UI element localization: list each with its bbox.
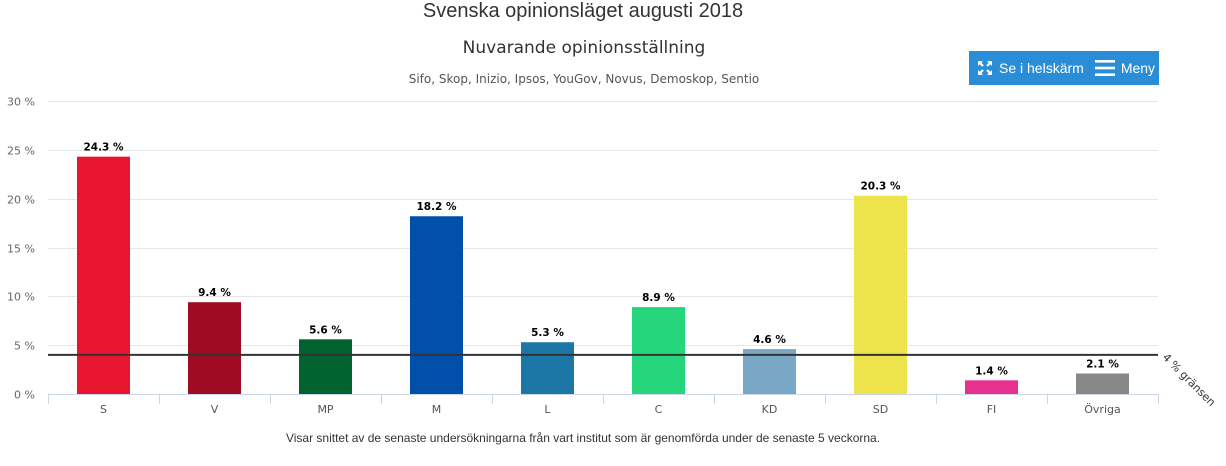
y-tick-label: 20 % <box>7 194 35 207</box>
expand-arrows-icon <box>977 60 993 76</box>
data-label: 18.2 % <box>416 201 457 213</box>
bar-v[interactable] <box>188 302 241 394</box>
x-tick-label: L <box>544 403 551 416</box>
x-tick-label: KD <box>762 403 778 416</box>
bar-m[interactable] <box>410 216 463 394</box>
x-tick-label: V <box>211 403 219 416</box>
data-label: 20.3 % <box>860 181 901 193</box>
y-tick-label: 5 % <box>14 340 35 353</box>
y-tick-label: 10 % <box>7 291 35 304</box>
data-label: 5.6 % <box>309 324 342 336</box>
x-tick-label: M <box>432 403 442 416</box>
bar-l[interactable] <box>521 342 574 394</box>
data-label: 1.4 % <box>975 365 1008 377</box>
bar-c[interactable] <box>632 307 685 394</box>
bar-s[interactable] <box>77 156 130 394</box>
bar-fi[interactable] <box>965 380 1018 394</box>
y-tick-label: 0 % <box>14 389 35 402</box>
footer-note: Visar snittet av de senaste undersökning… <box>285 431 881 445</box>
chart-subtitle: Sifo, Skop, Inizio, Ipsos, YouGov, Novus… <box>408 72 760 86</box>
x-tick-label: MP <box>317 403 333 416</box>
bars <box>77 156 1129 394</box>
chart-toolbar: Se i helskärm Meny <box>969 51 1159 85</box>
data-label: 9.4 % <box>198 287 231 299</box>
x-tick-label: C <box>655 403 663 416</box>
data-labels: 24.3 % 9.4 % 5.6 % 18.2 % 5.3 % 8.9 % 4.6 % 20.… <box>83 142 1119 378</box>
y-tick-label: 30 % <box>7 96 35 109</box>
y-tick-label: 25 % <box>7 145 35 158</box>
x-tick-label: FI <box>987 403 997 416</box>
x-tick-label: SD <box>873 403 888 416</box>
data-label: 2.1 % <box>1086 358 1119 370</box>
data-label: 4.6 % <box>753 334 786 346</box>
bar-sd[interactable] <box>854 195 907 394</box>
x-tick-label: S <box>100 403 107 416</box>
fullscreen-button[interactable]: Se i helskärm <box>977 60 1084 76</box>
bar-övriga[interactable] <box>1076 373 1129 394</box>
bar-kd[interactable] <box>743 349 796 394</box>
data-label: 24.3 % <box>83 142 124 154</box>
page-title: Svenska opinionsläget augusti 2018 <box>422 0 744 22</box>
x-axis: S V MP M L C KD SD FI Övriga <box>48 394 1159 416</box>
menu-label: Meny <box>1120 60 1156 76</box>
threshold-label: 4 % gränsen <box>1160 351 1218 409</box>
y-axis: 0 % 5 % 10 % 15 % 20 % 25 % 30 % <box>7 96 35 402</box>
menu-button[interactable]: Meny <box>1094 59 1156 77</box>
fullscreen-label: Se i helskärm <box>999 60 1084 76</box>
hamburger-icon <box>1094 59 1115 77</box>
chart-title: Nuvarande opinionsställning <box>462 38 706 58</box>
data-label: 5.3 % <box>531 327 564 339</box>
x-tick-label: Övriga <box>1084 403 1120 416</box>
data-label: 8.9 % <box>642 292 675 304</box>
y-tick-label: 15 % <box>7 243 35 256</box>
bar-mp[interactable] <box>299 339 352 394</box>
